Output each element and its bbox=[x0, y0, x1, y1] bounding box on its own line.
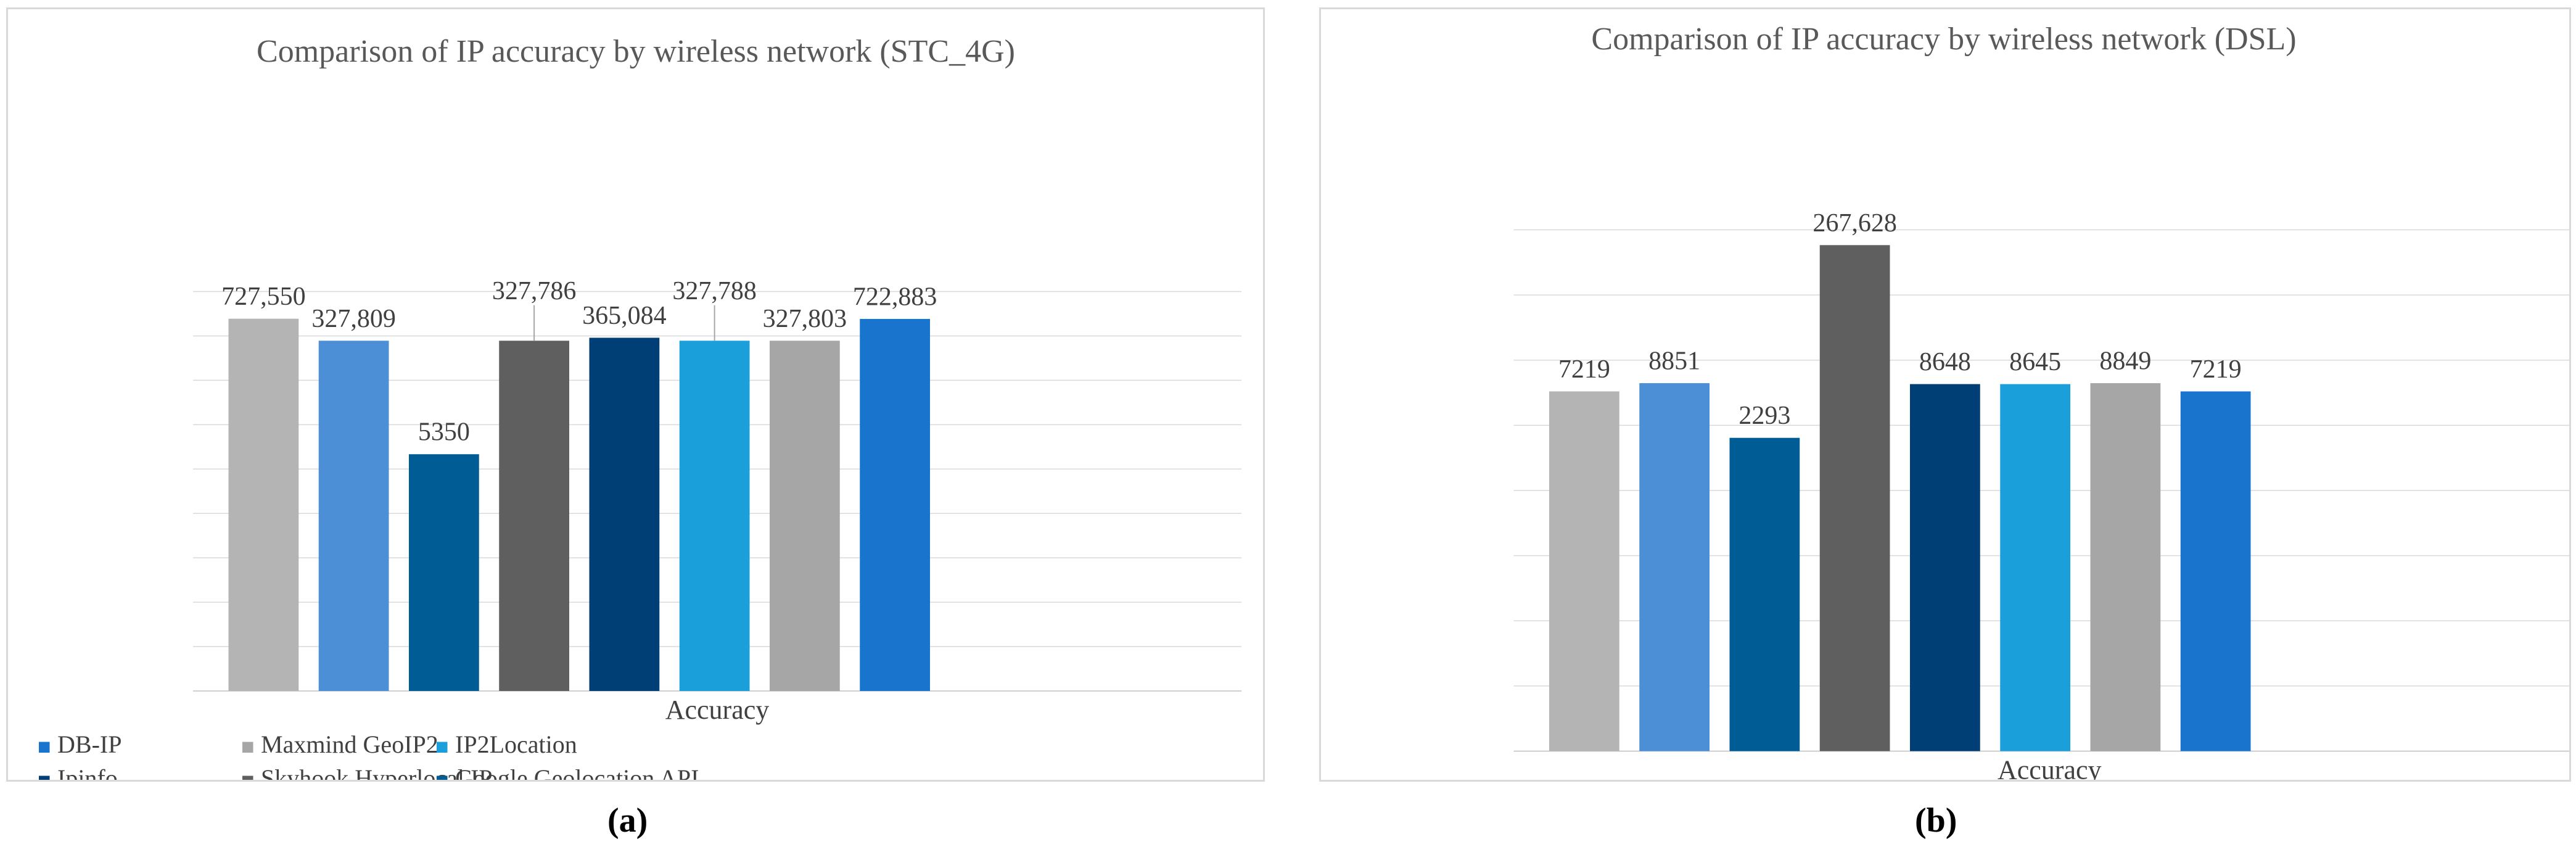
data-label: 722,883 bbox=[853, 283, 937, 311]
bar-ipinfo bbox=[589, 337, 660, 691]
data-label: 8851 bbox=[1648, 347, 1700, 376]
legend-swatch-ip2location bbox=[437, 742, 448, 753]
chart-panel-b: Comparison of IP accuracy by wireless ne… bbox=[1319, 7, 2571, 782]
chart-b: Comparison of IP accuracy by wireless ne… bbox=[1513, 22, 2569, 780]
legend-label: Maxmind GeoIP2 bbox=[261, 730, 438, 758]
data-label: 327,809 bbox=[311, 305, 396, 333]
data-label: 7219 bbox=[2190, 355, 2242, 384]
legend-label: IP2Location bbox=[455, 730, 577, 758]
data-label: 727,550 bbox=[221, 283, 306, 311]
data-label: 327,803 bbox=[763, 305, 847, 333]
bar-ip2location bbox=[2000, 384, 2070, 751]
data-label: 327,788 bbox=[672, 277, 757, 305]
bar-whois-xml-api bbox=[1549, 391, 1619, 751]
chart-body: Comparison of IP accuracy by wireless ne… bbox=[1513, 22, 2569, 780]
bar-maxmind-geoip2 bbox=[770, 341, 840, 691]
x-axis-label: Accuracy bbox=[1998, 755, 2102, 780]
bar-skyhook-hyperlocal-ip bbox=[499, 341, 569, 691]
bar-skyhook-hyperlocal-ip bbox=[1819, 245, 1890, 751]
data-label: 267,628 bbox=[1813, 209, 1897, 238]
bar-google-geolocation-api bbox=[409, 454, 479, 691]
legend-label: Google Geolocation API bbox=[455, 764, 699, 780]
chart-title: Comparison of IP accuracy by wireless ne… bbox=[257, 34, 1015, 69]
x-axis-label: Accuracy bbox=[665, 695, 770, 725]
data-label: 8645 bbox=[2009, 348, 2061, 376]
legend-label: DB-IP bbox=[57, 730, 121, 758]
bar-ipregistry bbox=[1639, 383, 1710, 751]
data-label: 5350 bbox=[418, 418, 470, 447]
caption-a: (a) bbox=[607, 801, 648, 840]
data-label: 327,786 bbox=[492, 277, 577, 305]
data-label: 8648 bbox=[1919, 348, 1971, 376]
bar-ip2location bbox=[679, 341, 750, 691]
data-label: 2293 bbox=[1739, 402, 1790, 430]
legend-swatch-skyhook-hyperlocal-ip bbox=[242, 775, 253, 780]
bar-google-geolocation-api bbox=[1729, 437, 1800, 751]
bar-ipinfo bbox=[1910, 384, 1980, 751]
data-label: 365,084 bbox=[582, 302, 667, 330]
legend-swatch-db-ip bbox=[39, 742, 50, 753]
bar-db-ip bbox=[2180, 391, 2251, 751]
chart-panel-a: Comparison of IP accuracy by wireless ne… bbox=[6, 7, 1265, 782]
data-label: 7219 bbox=[1558, 355, 1610, 384]
data-label: 8849 bbox=[2099, 347, 2151, 376]
legend-swatch-ipinfo bbox=[39, 775, 50, 780]
legend-swatch-maxmind-geoip2 bbox=[242, 742, 253, 753]
bar-ipregistry bbox=[318, 341, 389, 691]
chart-body: Comparison of IP accuracy by wireless ne… bbox=[39, 34, 1241, 780]
legend-label: Ipinfo bbox=[57, 764, 118, 780]
chart-title: Comparison of IP accuracy by wireless ne… bbox=[1591, 22, 2296, 57]
chart-a: Comparison of IP accuracy by wireless ne… bbox=[39, 34, 1241, 780]
bar-whois-xml-api bbox=[228, 318, 299, 691]
caption-b: (b) bbox=[1915, 801, 1957, 840]
bar-db-ip bbox=[860, 318, 930, 691]
bar-maxmind-geoip2 bbox=[2090, 383, 2161, 751]
legend-swatch-google-geolocation-api bbox=[437, 775, 448, 780]
legend-label: Skyhook Hyperlocal IP bbox=[261, 764, 493, 780]
